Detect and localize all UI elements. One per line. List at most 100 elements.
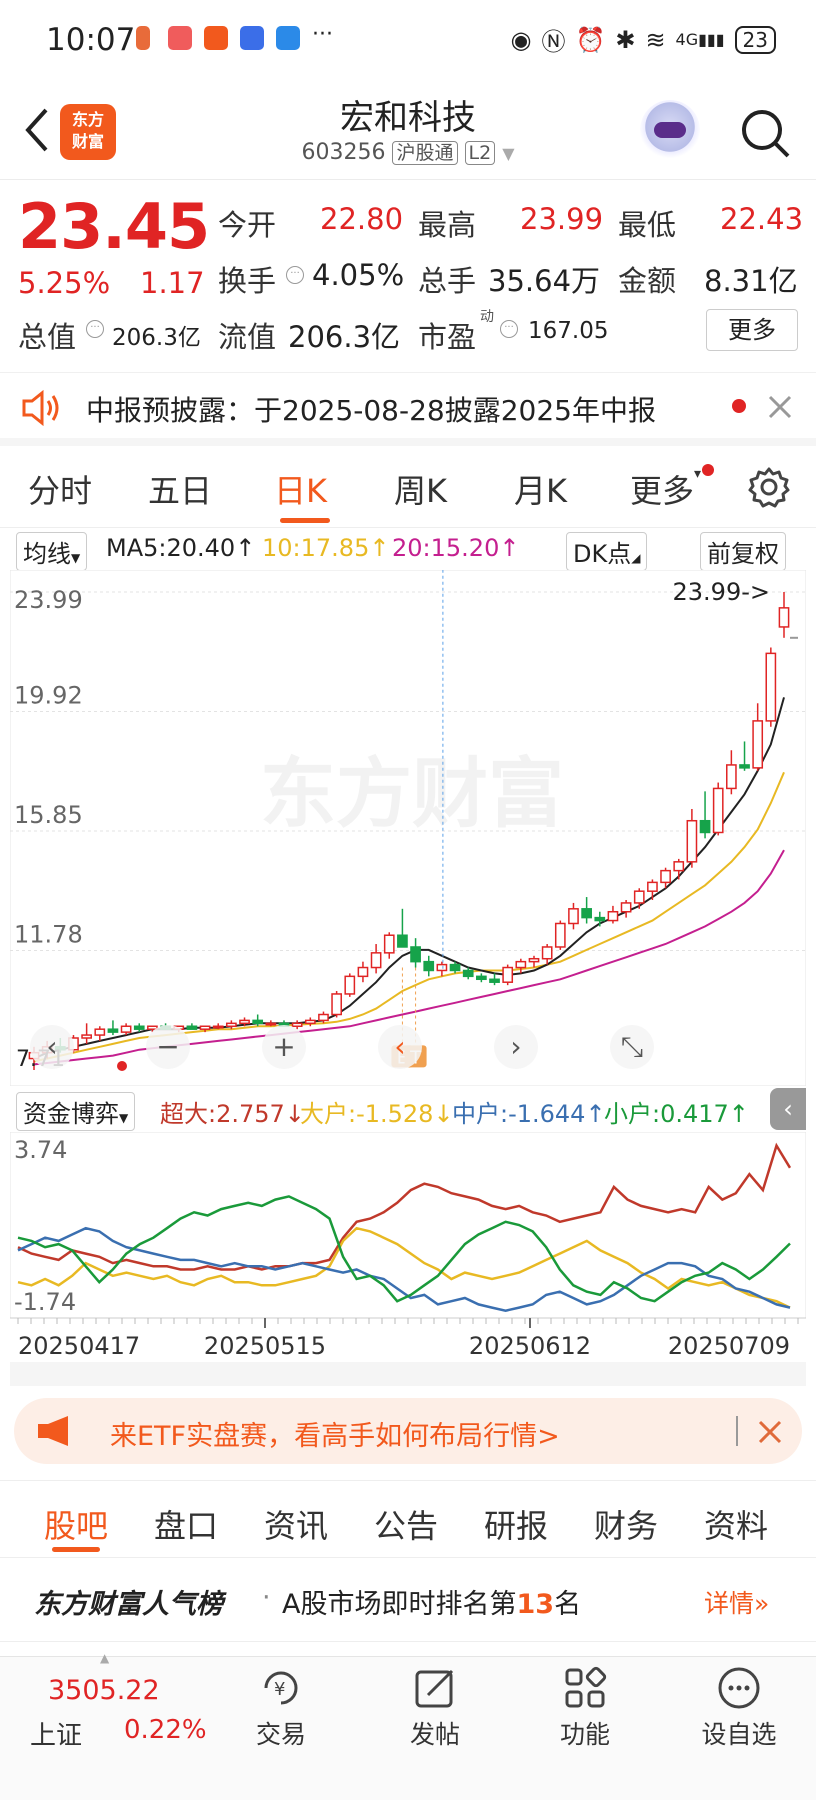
candle-body [410, 946, 421, 963]
back-icon[interactable] [16, 100, 60, 160]
info-icon[interactable]: ··· [286, 266, 304, 284]
candle [357, 961, 369, 983]
open-value: 22.80 [320, 202, 404, 236]
tab-weekly-k[interactable]: 周K [394, 472, 447, 510]
tab-forum[interactable]: 股吧 [44, 1507, 109, 1545]
tab-five-day[interactable]: 五日 [148, 472, 213, 510]
tab-monthly-k[interactable]: 月K [514, 472, 567, 510]
index-name[interactable]: 上证 [30, 1721, 83, 1751]
tab-profile[interactable]: 资料 [704, 1507, 769, 1545]
zoom-in-icon[interactable]: + [262, 1025, 306, 1069]
functions-nav[interactable]: 功能 [530, 1665, 640, 1751]
signal-icon: 4G▮▮▮ [675, 30, 725, 49]
ma20-value: 20:15.20↑ [392, 534, 520, 562]
fullscreen-icon[interactable]: ⤡ [610, 1025, 654, 1069]
candle [699, 791, 711, 839]
scroll-right-icon[interactable]: › [494, 1025, 538, 1069]
small-value: 小户:0.417↑ [604, 1100, 749, 1128]
post-nav[interactable]: 发帖 [380, 1665, 490, 1751]
volume-label: 总手 [418, 264, 477, 298]
candle-body [660, 869, 671, 884]
y-tick-label: 11.78 [14, 921, 83, 949]
tab-orderbook[interactable]: 盘口 [154, 1507, 219, 1545]
tab-more[interactable]: 更多▾ [630, 466, 701, 512]
y-tick-label: 3.74 [14, 1136, 67, 1164]
tab-daily-k[interactable]: 日K [274, 472, 327, 510]
search-icon[interactable] [738, 106, 792, 160]
logo-text: 财富 [71, 132, 104, 151]
banner-text: 来ETF实盘赛，看高手如何布局行情> [110, 1421, 560, 1452]
tab-news[interactable]: 资讯 [264, 1507, 329, 1545]
fund-flow-chart[interactable]: 3.74 -1.74 20250417 20250515 20250612 2025070… [10, 1132, 806, 1386]
tab-announcements[interactable]: 公告 [374, 1507, 439, 1545]
candle-body [686, 819, 698, 863]
app-logo[interactable]: 东方 财富 [60, 104, 116, 160]
flow-series-line [17, 1226, 791, 1312]
add-watchlist-label: 设自选 [701, 1720, 777, 1749]
candle-body [528, 957, 540, 963]
market-cap-value: 206.3亿 [112, 325, 201, 351]
close-icon[interactable] [756, 1418, 784, 1446]
candle-body [370, 952, 382, 969]
notice-bar[interactable]: 中报预披露：于2025-08-28披露2025年中报 [0, 372, 816, 446]
zoom-out-icon[interactable]: − [146, 1025, 190, 1069]
adjust-button[interactable]: 前复权 [700, 532, 786, 571]
candle [568, 902, 579, 930]
candle-body [120, 1025, 132, 1033]
promo-banner[interactable]: 来ETF实盘赛，看高手如何布局行情> [14, 1398, 802, 1464]
ma-dropdown[interactable]: 均线▼ [16, 532, 88, 571]
candle-body [765, 652, 777, 722]
info-icon[interactable]: ··· [500, 320, 518, 338]
candle-body [515, 960, 527, 969]
grid-apps-icon [565, 1666, 607, 1708]
battery-icon: 23 [734, 25, 776, 54]
tab-intraday[interactable]: 分时 [28, 472, 93, 510]
scroll-left-icon[interactable]: ‹ [378, 1025, 422, 1069]
tab-financials[interactable]: 财务 [594, 1507, 659, 1545]
new-badge-dot [702, 464, 714, 476]
watermark: 东方财富 [260, 749, 564, 838]
candle-body [423, 960, 435, 972]
rank-detail-link[interactable]: 详情» [704, 1584, 769, 1620]
candle-body [449, 963, 461, 972]
y-tick-label: 15.85 [14, 801, 83, 829]
more-quote-button[interactable]: 更多 [706, 309, 798, 351]
chart-pan-left-icon[interactable]: ‹ [30, 1025, 74, 1069]
candle [252, 1014, 264, 1027]
high-label: 最高 [418, 208, 477, 242]
spacer [10, 1362, 806, 1386]
level-tag: L2 [464, 141, 496, 165]
caret-down-icon: ▾ [694, 466, 702, 482]
candle-body [199, 1025, 211, 1030]
candle [594, 911, 606, 927]
fund-flow-dropdown[interactable]: 资金博弈▼ [16, 1092, 136, 1131]
x-tick-label: 20250417 [18, 1332, 140, 1360]
candle [581, 897, 592, 924]
index-percent[interactable]: 0.22% [124, 1715, 207, 1745]
trade-label: 交易 [255, 1720, 306, 1749]
tab-research[interactable]: 研报 [484, 1507, 549, 1545]
close-icon[interactable] [766, 393, 794, 421]
collapse-chevron-icon[interactable]: ‹ [770, 1088, 806, 1130]
settings-gear-icon[interactable] [748, 466, 790, 508]
candle [120, 1023, 132, 1036]
info-icon[interactable]: ··· [86, 320, 104, 338]
candle [133, 1023, 145, 1033]
index-value[interactable]: 3505.22 [48, 1675, 160, 1706]
candle-body [212, 1025, 224, 1029]
high-value: 23.99 [520, 202, 604, 236]
ma-dropdown-label: 均线 [23, 540, 71, 568]
dk-point-dropdown[interactable]: DK点◢ [566, 532, 648, 571]
candle-body [739, 764, 750, 769]
popularity-rank[interactable]: 东方财富人气榜 · A股市场即时排名第13名 详情» [0, 1560, 816, 1642]
trade-nav[interactable]: ¥ 交易 [226, 1665, 336, 1751]
connect-tag: 沪股通 [392, 141, 458, 165]
candle [607, 905, 619, 924]
candle [489, 973, 500, 986]
caret-down-icon[interactable]: ▼ [502, 144, 515, 163]
market-cap-label: 总值 [18, 320, 77, 354]
ai-robot-icon[interactable] [640, 100, 700, 160]
candle [765, 647, 777, 727]
add-watchlist-nav[interactable]: 设自选 [684, 1665, 794, 1751]
candlestick-chart[interactable]: 23.9919.9215.8511.78东方财富23.99->7.71SET‹−… [10, 570, 806, 1086]
